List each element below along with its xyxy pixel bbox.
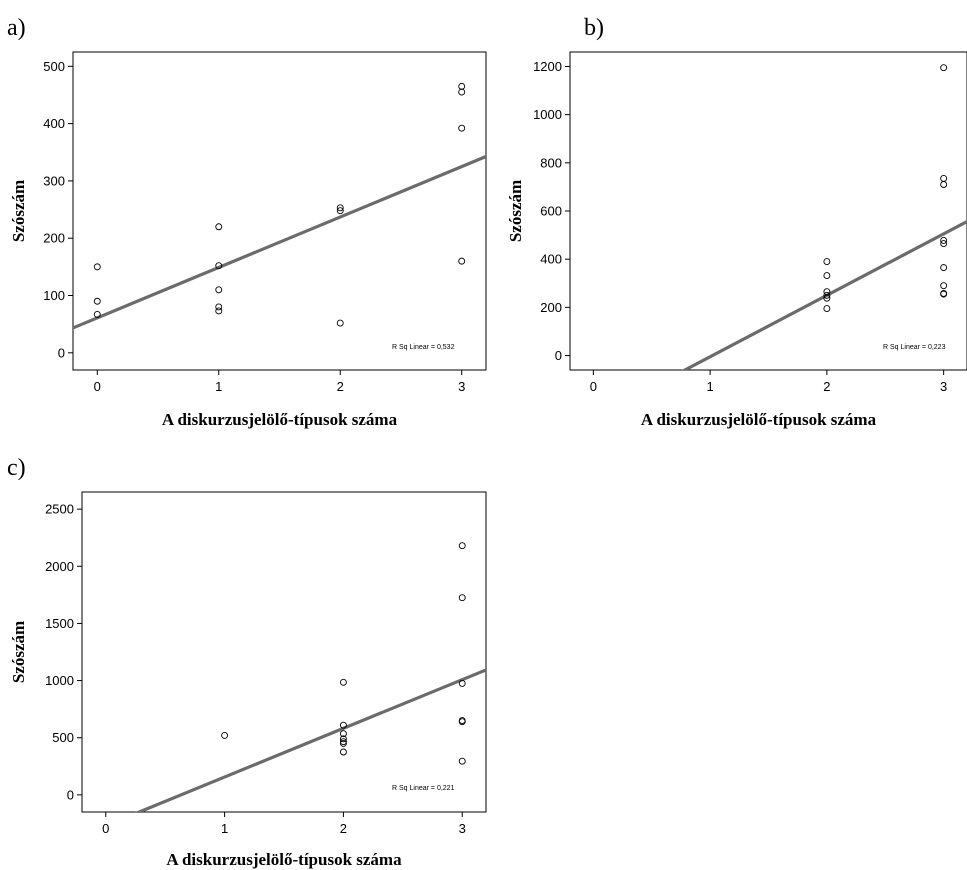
data-point [458, 124, 466, 132]
x-tick-label: 1 [707, 379, 714, 394]
data-point [93, 310, 101, 318]
y-axis-title: Szószám [9, 180, 28, 242]
x-tick-label: 3 [940, 379, 947, 394]
y-tick-label: 400 [540, 252, 562, 267]
y-tick-label: 0 [58, 345, 65, 360]
chart-panel-2: 0 200 400 600 800 1000 1200 0 1 2 3 R Sq Linear = 0… [506, 51, 967, 429]
data-point [940, 290, 948, 298]
data-point [823, 288, 831, 296]
data-point [215, 303, 223, 311]
y-tick-label: 600 [540, 204, 562, 219]
data-point [823, 258, 831, 266]
plot-frame [72, 51, 487, 371]
y-tick-label: 2500 [45, 502, 74, 517]
y-tick-label: 200 [540, 300, 562, 315]
data-point [339, 738, 347, 746]
data-point [458, 679, 466, 687]
data-point [458, 542, 466, 550]
data-point [339, 739, 347, 747]
data-point [823, 305, 831, 313]
regression-line [73, 154, 486, 330]
y-tick-label: 1200 [533, 59, 562, 74]
x-tick-label: 0 [94, 379, 101, 394]
y-tick-label: 200 [43, 231, 65, 246]
x-axis-title: A diskurzusjelölő-típusok száma [162, 410, 398, 429]
data-point [93, 297, 101, 305]
y-tick-label: 500 [43, 59, 65, 74]
regression-line [135, 668, 486, 812]
y-tick-label: 500 [52, 730, 74, 745]
data-point [940, 282, 948, 290]
y-tick-label: 800 [540, 155, 562, 170]
plot-frame [569, 51, 967, 371]
y-tick-label: 100 [43, 288, 65, 303]
x-tick-label: 0 [102, 821, 109, 836]
data-point [215, 286, 223, 294]
x-tick-label: 2 [823, 379, 830, 394]
y-axis-title: Szószám [506, 180, 525, 242]
y-tick-label: 2000 [45, 559, 74, 574]
x-tick-label: 0 [590, 379, 597, 394]
x-tick-label: 1 [221, 821, 228, 836]
r-squared-annotation: R Sq Linear = 0,221 [392, 785, 455, 792]
panel-label-c: c) [7, 455, 26, 481]
data-point [823, 291, 831, 299]
x-tick-label: 1 [215, 379, 222, 394]
plot-frame [81, 491, 487, 813]
data-point [339, 748, 347, 756]
data-point [458, 757, 466, 765]
data-point [940, 240, 948, 247]
chart-panel-3: 0 500 1000 1500 2000 2500 0 1 2 3 R Sq Linear = 0,… [9, 491, 487, 869]
x-tick-label: 3 [459, 821, 466, 836]
data-point [940, 264, 948, 272]
panel-label-a: a) [7, 15, 26, 41]
y-tick-label: 0 [67, 787, 74, 802]
data-point [458, 594, 466, 602]
data-point [940, 181, 948, 188]
data-point [215, 223, 223, 231]
x-axis-title: A diskurzusjelölő-típusok száma [166, 850, 402, 869]
data-point [940, 175, 948, 182]
data-point [336, 207, 344, 215]
regression-line [681, 219, 967, 370]
x-tick-label: 2 [337, 379, 344, 394]
y-tick-label: 300 [43, 173, 65, 188]
x-axis-title: A diskurzusjelölő-típusok száma [641, 410, 877, 429]
data-point [458, 88, 466, 96]
data-point [215, 262, 223, 270]
data-point [221, 731, 229, 739]
y-tick-label: 400 [43, 116, 65, 131]
data-point [823, 294, 831, 302]
data-point [339, 730, 347, 738]
data-point [215, 307, 223, 315]
data-point [823, 272, 831, 280]
y-tick-label: 1500 [45, 616, 74, 631]
r-squared-annotation: R Sq Linear = 0,532 [392, 344, 455, 351]
data-point [458, 82, 466, 90]
data-point [93, 263, 101, 271]
y-tick-label: 0 [555, 348, 562, 363]
data-point [339, 721, 347, 729]
y-axis-title: Szószám [9, 621, 28, 683]
panel-label-b: b) [584, 15, 604, 41]
x-tick-label: 2 [340, 821, 347, 836]
data-point [336, 204, 344, 212]
data-point [458, 257, 466, 265]
data-point [339, 678, 347, 686]
data-point [339, 735, 347, 743]
chart-panel-1: 0 100 200 300 400 500 0 1 2 3 R Sq Linear = 0,532 A… [9, 51, 487, 429]
r-squared-annotation: R Sq Linear = 0,223 [883, 344, 946, 351]
data-point [458, 718, 466, 726]
data-point [940, 64, 948, 72]
y-tick-label: 1000 [533, 107, 562, 122]
y-tick-label: 1000 [45, 673, 74, 688]
data-point [940, 236, 948, 244]
x-tick-label: 3 [458, 379, 465, 394]
data-point [336, 319, 344, 327]
